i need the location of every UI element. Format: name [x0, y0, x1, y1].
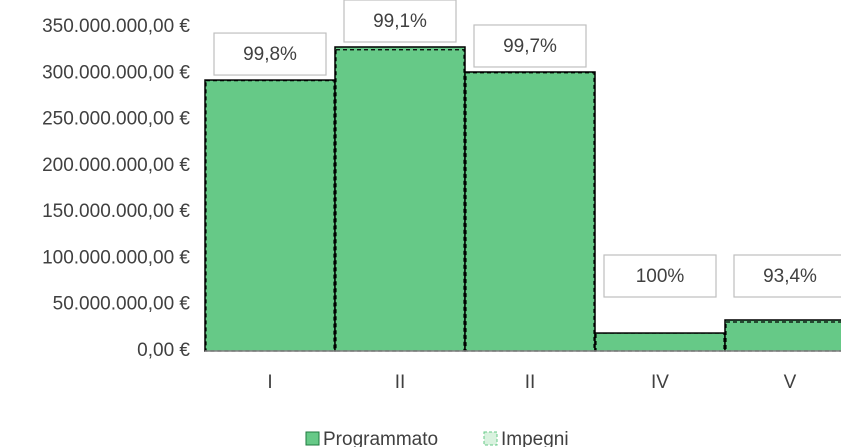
bar — [595, 332, 725, 352]
y-tick-label: 0,00 € — [137, 340, 190, 361]
x-tick-label: V — [784, 372, 797, 393]
annotation: 100% — [636, 266, 685, 287]
x-tick-label: II — [525, 372, 536, 393]
y-tick-label: 100.000.000,00 € — [42, 247, 190, 268]
annotation-box — [343, 0, 457, 43]
bar — [334, 46, 466, 352]
bar — [464, 71, 596, 352]
y-tick-label: 300.000.000,00 € — [42, 62, 190, 83]
y-tick-label: 200.000.000,00 € — [42, 155, 190, 176]
legend-swatch — [483, 431, 498, 446]
x-tick-label: I — [267, 372, 272, 393]
bar — [724, 319, 841, 352]
y-tick-label: 150.000.000,00 € — [42, 201, 190, 222]
y-tick-label: 350.000.000,00 € — [42, 16, 190, 37]
annotation: 99,8% — [243, 44, 297, 65]
annotation-box — [213, 32, 327, 76]
annotation: 99,7% — [503, 36, 557, 57]
x-tick-label: IV — [651, 372, 669, 393]
x-tick-label: II — [395, 372, 406, 393]
legend-label: Impegni — [501, 429, 569, 447]
y-tick-label: 250.000.000,00 € — [42, 109, 190, 130]
bar — [204, 79, 336, 352]
annotation-box — [733, 254, 841, 298]
y-tick-label: 50.000.000,00 € — [53, 294, 191, 315]
legend-swatch — [305, 431, 320, 446]
annotation: 93,4% — [763, 266, 817, 287]
bar — [594, 332, 726, 352]
annotation-box — [603, 254, 717, 298]
annotation: 99,1% — [373, 11, 427, 32]
legend-label: Programmato — [323, 429, 438, 447]
annotation-box — [473, 24, 587, 68]
